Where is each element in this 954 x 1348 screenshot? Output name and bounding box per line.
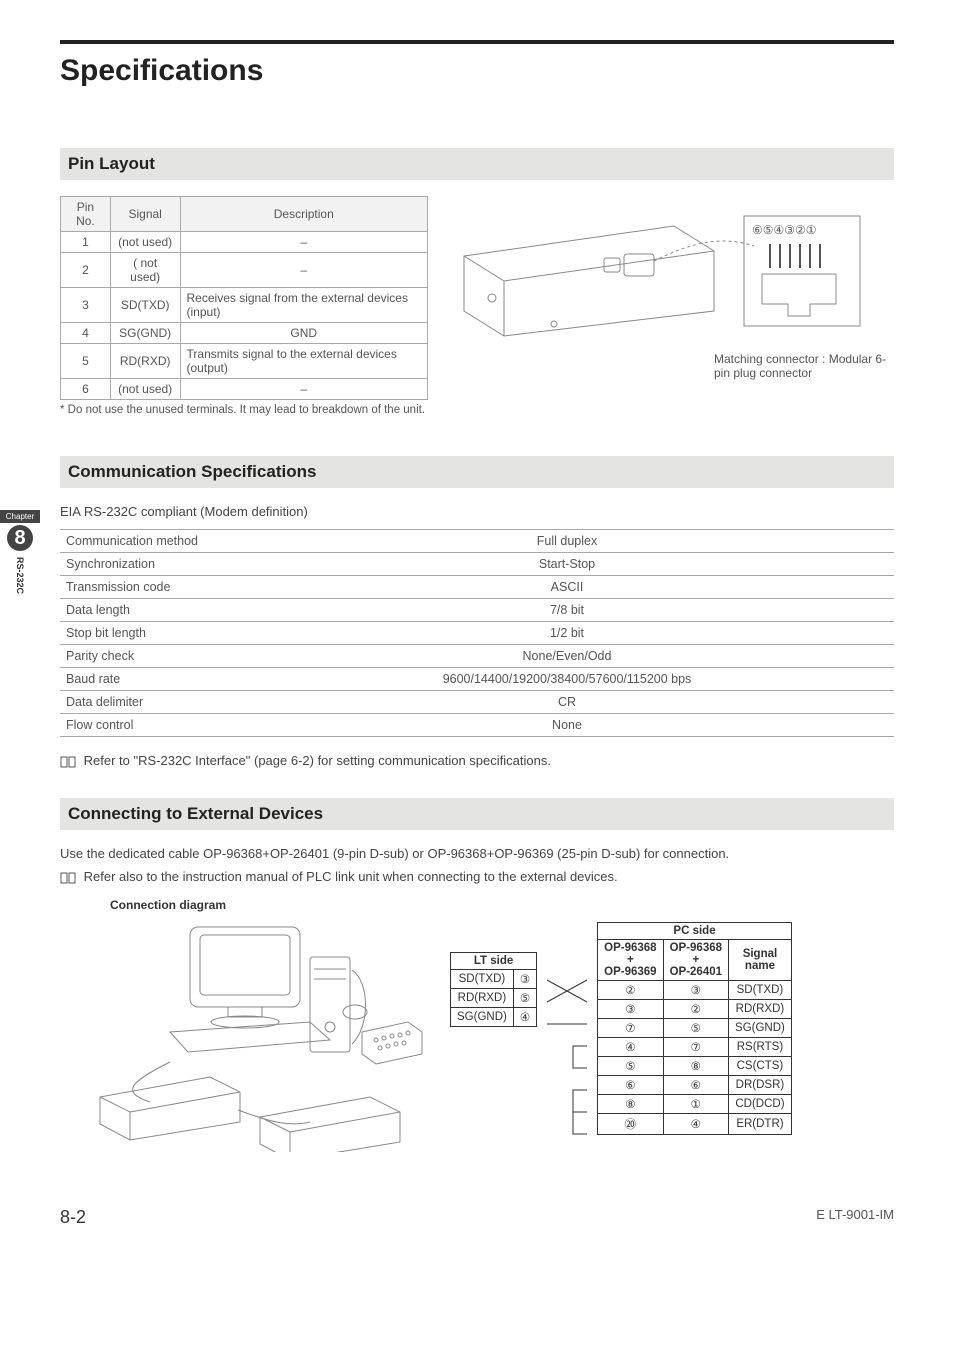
chapter-tab: Chapter 8 RS-232C bbox=[0, 510, 40, 599]
comm-refer: Refer to "RS-232C Interface" (page 6-2) … bbox=[60, 753, 894, 768]
table-row: 3SD(TXD)Receives signal from the externa… bbox=[61, 288, 428, 323]
table-row: ⑦⑤SG(GND) bbox=[598, 1019, 792, 1038]
section-connect: Connecting to External Devices bbox=[60, 798, 894, 830]
pin-col-no: Pin No. bbox=[61, 197, 111, 232]
wiring-lines bbox=[547, 952, 587, 1142]
table-row: SD(TXD)③ bbox=[451, 970, 537, 989]
doc-code: E LT-9001-IM bbox=[816, 1207, 894, 1228]
page-title: Specifications bbox=[60, 54, 894, 88]
table-row: Communication methodFull duplex bbox=[60, 530, 894, 553]
table-row: 4SG(GND)GND bbox=[61, 323, 428, 344]
table-row: Parity checkNone/Even/Odd bbox=[60, 645, 894, 668]
table-row: Flow controlNone bbox=[60, 714, 894, 737]
table-row: SynchronizationStart-Stop bbox=[60, 553, 894, 576]
connection-diagram-label: Connection diagram bbox=[110, 898, 894, 912]
table-row: ⑥⑥DR(DSR) bbox=[598, 1076, 792, 1095]
connect-refer-text: Refer also to the instruction manual of … bbox=[84, 869, 618, 884]
table-row: Stop bit length1/2 bit bbox=[60, 622, 894, 645]
comm-refer-text: Refer to "RS-232C Interface" (page 6-2) … bbox=[84, 753, 551, 768]
pin-col-desc: Description bbox=[180, 197, 427, 232]
lt-side-block: LT side SD(TXD)③RD(RXD)⑤SG(GND)④ bbox=[450, 952, 537, 1027]
pc-side-block: PC side OP-96368 + OP-96369 OP-96368 + O… bbox=[597, 922, 792, 1135]
table-row: 5RD(RXD)Transmits signal to the external… bbox=[61, 344, 428, 379]
table-row: 1(not used)– bbox=[61, 232, 428, 253]
connector-caption: Matching connector : Modular 6-pin plug … bbox=[714, 352, 894, 380]
top-rule bbox=[60, 40, 894, 44]
table-row: ⑤⑧CS(CTS) bbox=[598, 1057, 792, 1076]
page-number: 8-2 bbox=[60, 1207, 86, 1228]
table-row: SG(GND)④ bbox=[451, 1008, 537, 1027]
chapter-side-text: RS-232C bbox=[15, 557, 25, 594]
lt-side-header: LT side bbox=[451, 953, 537, 970]
table-row: ④⑦RS(RTS) bbox=[598, 1038, 792, 1057]
table-row: ②③SD(TXD) bbox=[598, 981, 792, 1000]
table-row: Data length7/8 bit bbox=[60, 599, 894, 622]
table-row: ⑳④ER(DTR) bbox=[598, 1114, 792, 1135]
comm-table: Communication methodFull duplexSynchroni… bbox=[60, 529, 894, 737]
book-icon bbox=[60, 872, 76, 884]
table-row: 6(not used)– bbox=[61, 379, 428, 400]
table-row: Baud rate9600/14400/19200/38400/57600/11… bbox=[60, 668, 894, 691]
pin-table: Pin No. Signal Description 1(not used)–2… bbox=[60, 196, 428, 400]
section-pin-layout: Pin Layout bbox=[60, 148, 894, 180]
connection-diagram: LT side SD(TXD)③RD(RXD)⑤SG(GND)④ PC side bbox=[60, 922, 894, 1157]
book-icon bbox=[60, 756, 76, 768]
pc-devices-illustration bbox=[60, 922, 440, 1157]
pin-col-signal: Signal bbox=[110, 197, 180, 232]
pc-col-1: OP-96368 + OP-26401 bbox=[663, 940, 728, 981]
pin-footnote: * Do not use the unused terminals. It ma… bbox=[60, 404, 428, 416]
table-row: RD(RXD)⑤ bbox=[451, 989, 537, 1008]
section-comm-spec: Communication Specifications bbox=[60, 456, 894, 488]
comm-intro: EIA RS-232C compliant (Modem definition) bbox=[60, 504, 894, 519]
table-row: 2( not used)– bbox=[61, 253, 428, 288]
table-row: Data delimiterCR bbox=[60, 691, 894, 714]
pc-col-2: Signalname bbox=[729, 940, 792, 981]
pin-table-block: Pin No. Signal Description 1(not used)–2… bbox=[60, 196, 428, 416]
pc-col-0: OP-96368 + OP-96369 bbox=[598, 940, 663, 981]
connect-refer: Refer also to the instruction manual of … bbox=[60, 869, 894, 884]
page-footer: 8-2 E LT-9001-IM bbox=[60, 1207, 894, 1228]
pc-side-top-header: PC side bbox=[598, 923, 792, 940]
table-row: Transmission codeASCII bbox=[60, 576, 894, 599]
pin-layout-wrap: Pin No. Signal Description 1(not used)–2… bbox=[60, 196, 894, 416]
pin-badges-text: ⑥⑤④③②① bbox=[752, 223, 817, 237]
connector-illustration: ⑥⑤④③②① Matching connector : Modular 6-pi… bbox=[454, 196, 894, 380]
table-row: ③②RD(RXD) bbox=[598, 1000, 792, 1019]
pc-side-table: PC side OP-96368 + OP-96369 OP-96368 + O… bbox=[597, 922, 792, 1135]
table-row: ⑧①CD(DCD) bbox=[598, 1095, 792, 1114]
connect-intro: Use the dedicated cable OP-96368+OP-2640… bbox=[60, 846, 894, 861]
chapter-label: Chapter bbox=[0, 510, 40, 523]
lt-side-table: LT side SD(TXD)③RD(RXD)⑤SG(GND)④ bbox=[450, 952, 537, 1027]
chapter-number: 8 bbox=[7, 525, 33, 551]
